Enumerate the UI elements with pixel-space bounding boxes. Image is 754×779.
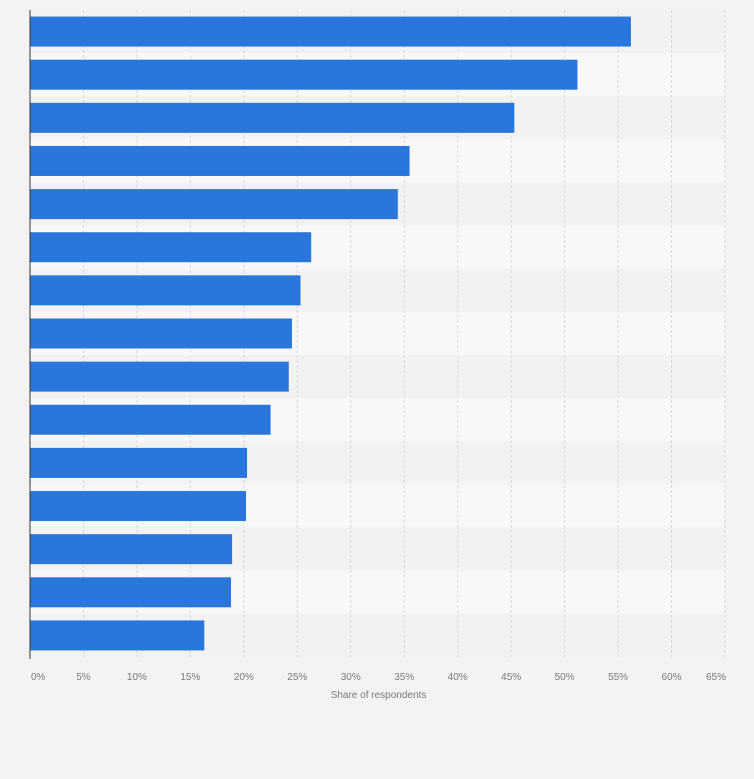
bar[interactable] <box>30 59 578 90</box>
bar[interactable] <box>30 404 271 435</box>
x-tick-label: 40% <box>448 672 468 683</box>
x-tick-label: 35% <box>394 672 414 683</box>
bar[interactable] <box>30 275 301 306</box>
x-tick-label: 55% <box>608 672 628 683</box>
bar[interactable] <box>30 534 233 565</box>
bar[interactable] <box>30 102 515 133</box>
bar[interactable] <box>30 145 410 176</box>
bar[interactable] <box>30 16 631 47</box>
x-tick-label: 65% <box>706 672 726 683</box>
x-tick-label: 60% <box>662 672 682 683</box>
x-axis-title: Share of respondents <box>331 690 427 701</box>
bar[interactable] <box>30 447 248 478</box>
bar[interactable] <box>30 232 312 263</box>
x-tick-label: 20% <box>234 672 254 683</box>
bar[interactable] <box>30 620 205 651</box>
bar[interactable] <box>30 491 246 522</box>
x-tick-labels: 0% 5% 10% 15% 20% 25% 30% 35% 40% 45% 50% 55% 60% 65% <box>31 672 726 683</box>
x-tick-label: 45% <box>501 672 521 683</box>
x-tick-label: 25% <box>287 672 307 683</box>
bar[interactable] <box>30 577 232 608</box>
bars <box>30 16 631 651</box>
x-tick-label: 15% <box>180 672 200 683</box>
bar[interactable] <box>30 361 289 392</box>
x-tick-label: 30% <box>341 672 361 683</box>
x-tick-label: 0% <box>31 672 46 683</box>
bar[interactable] <box>30 318 292 349</box>
x-tick-label: 5% <box>76 672 91 683</box>
bar[interactable] <box>30 189 398 220</box>
x-tick-label: 50% <box>555 672 575 683</box>
x-tick-label: 10% <box>127 672 147 683</box>
